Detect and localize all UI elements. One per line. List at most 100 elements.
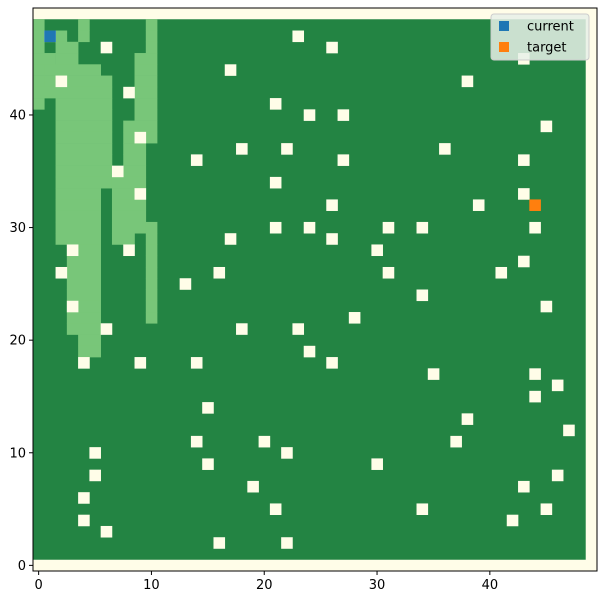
obstacle-cell (518, 188, 530, 200)
obstacle-cell (78, 492, 90, 504)
legend-box (490, 13, 590, 61)
light-cell-run (44, 64, 101, 76)
obstacle-cell (337, 154, 350, 166)
light-cell-run (134, 53, 158, 65)
light-cell-run (145, 41, 158, 54)
light-cell-run (55, 120, 113, 133)
light-cell-run (66, 266, 101, 279)
grid-cells (33, 19, 586, 560)
obstacle-cell (224, 64, 237, 76)
obstacle-cell (100, 41, 113, 54)
x-tick-label: 0 (34, 578, 42, 593)
obstacle-cell (236, 143, 248, 155)
obstacle-cell (78, 514, 90, 527)
obstacle-cell (416, 289, 429, 302)
obstacle-cell (450, 435, 462, 448)
y-axis-ticks: 0 10 20 30 40 (9, 108, 33, 574)
obstacle-cell (78, 357, 90, 369)
light-cell-run (33, 19, 45, 31)
light-cell-run (55, 131, 113, 144)
obstacle-cell (495, 266, 508, 279)
light-cell-run (33, 86, 113, 99)
legend-swatch-current (499, 21, 509, 31)
obstacle-cell (292, 30, 305, 43)
obstacle-cell (55, 266, 68, 279)
legend-label-current: current (527, 20, 574, 35)
obstacle-cell (202, 458, 214, 470)
light-cell-run (66, 312, 101, 324)
obstacle-cell (461, 75, 474, 88)
obstacle-cell (89, 447, 101, 459)
light-cell-run (78, 334, 101, 347)
light-cell-run (134, 98, 158, 110)
obstacle-cells (44, 30, 575, 549)
obstacle-cell (292, 323, 305, 335)
obstacle-cell (134, 131, 147, 144)
obstacle-cell (281, 143, 293, 155)
obstacle-cell (348, 312, 361, 324)
obstacle-cell (55, 75, 68, 88)
y-tick-label: 0 (18, 559, 26, 574)
obstacle-cell (382, 266, 395, 279)
light-cell-run (111, 176, 147, 189)
obstacle-cell (202, 402, 214, 414)
light-cell-run (78, 30, 90, 43)
light-cell-run (55, 221, 101, 234)
obstacle-cell (472, 199, 485, 211)
x-tick-label: 10 (143, 578, 160, 593)
y-tick-label: 40 (9, 108, 26, 123)
light-cell-run (55, 30, 68, 43)
obstacle-cell (281, 447, 293, 459)
light-cell-run (55, 109, 113, 121)
obstacle-cell (123, 244, 135, 257)
obstacle-cell (303, 345, 316, 358)
obstacle-cell (540, 300, 553, 313)
y-tick-label: 20 (9, 334, 26, 349)
obstacle-cell (179, 278, 192, 290)
obstacle-cell (190, 435, 203, 448)
obstacle-cell (371, 244, 383, 257)
obstacle-cell (258, 435, 271, 448)
light-cell-run (55, 143, 113, 155)
light-cell-run (66, 323, 101, 335)
light-cell-run (123, 120, 158, 133)
light-cell-run (145, 19, 158, 31)
light-cell-run (33, 53, 56, 65)
obstacle-cell (563, 424, 575, 437)
light-cell-run (145, 255, 158, 268)
obstacle-cell (100, 525, 113, 538)
obstacle-cell (269, 176, 282, 189)
light-cell-run (44, 75, 113, 88)
obstacle-cell (190, 357, 203, 369)
obstacle-cell (518, 255, 530, 268)
obstacle-cell (281, 537, 293, 549)
legend: current target (490, 13, 590, 61)
obstacle-cell (134, 188, 147, 200)
x-tick-label: 20 (256, 578, 273, 593)
light-cell-run (111, 188, 147, 200)
dense-region (33, 19, 586, 560)
light-cell-run (33, 98, 45, 110)
light-cell-run (111, 233, 135, 245)
obstacle-cell (111, 165, 124, 178)
light-cell-run (78, 19, 90, 31)
light-cell-run (55, 53, 79, 65)
light-cell-run (55, 165, 113, 178)
obstacle-cell (269, 221, 282, 234)
obstacle-cell (529, 390, 541, 403)
target-marker (529, 199, 541, 211)
obstacle-cell (529, 221, 541, 234)
light-cell-run (33, 41, 45, 54)
obstacle-cell (213, 266, 226, 279)
obstacle-cell (518, 154, 530, 166)
obstacle-cell (326, 357, 338, 369)
light-cell-run (55, 176, 113, 189)
light-cell-run (134, 109, 158, 121)
light-cell-run (33, 75, 45, 88)
light-cell-run (123, 143, 147, 155)
obstacle-cell (224, 233, 237, 245)
light-cell-run (145, 278, 158, 290)
light-cell-run (55, 98, 113, 110)
obstacle-cell (551, 379, 564, 392)
light-cell-run (134, 64, 158, 76)
